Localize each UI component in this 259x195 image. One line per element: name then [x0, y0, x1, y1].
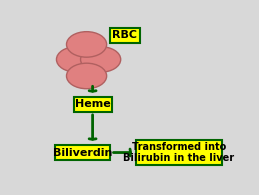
- Ellipse shape: [67, 63, 107, 89]
- FancyBboxPatch shape: [136, 140, 222, 165]
- Ellipse shape: [56, 47, 97, 72]
- Text: Transformed into
Bilirubin in the liver: Transformed into Bilirubin in the liver: [123, 142, 234, 163]
- FancyBboxPatch shape: [110, 28, 140, 43]
- Ellipse shape: [67, 32, 107, 57]
- FancyBboxPatch shape: [55, 145, 110, 160]
- Text: Heme: Heme: [75, 99, 111, 109]
- Text: Biliverdin: Biliverdin: [53, 148, 112, 158]
- FancyBboxPatch shape: [74, 97, 112, 112]
- Ellipse shape: [81, 47, 121, 72]
- Text: RBC: RBC: [112, 30, 137, 40]
